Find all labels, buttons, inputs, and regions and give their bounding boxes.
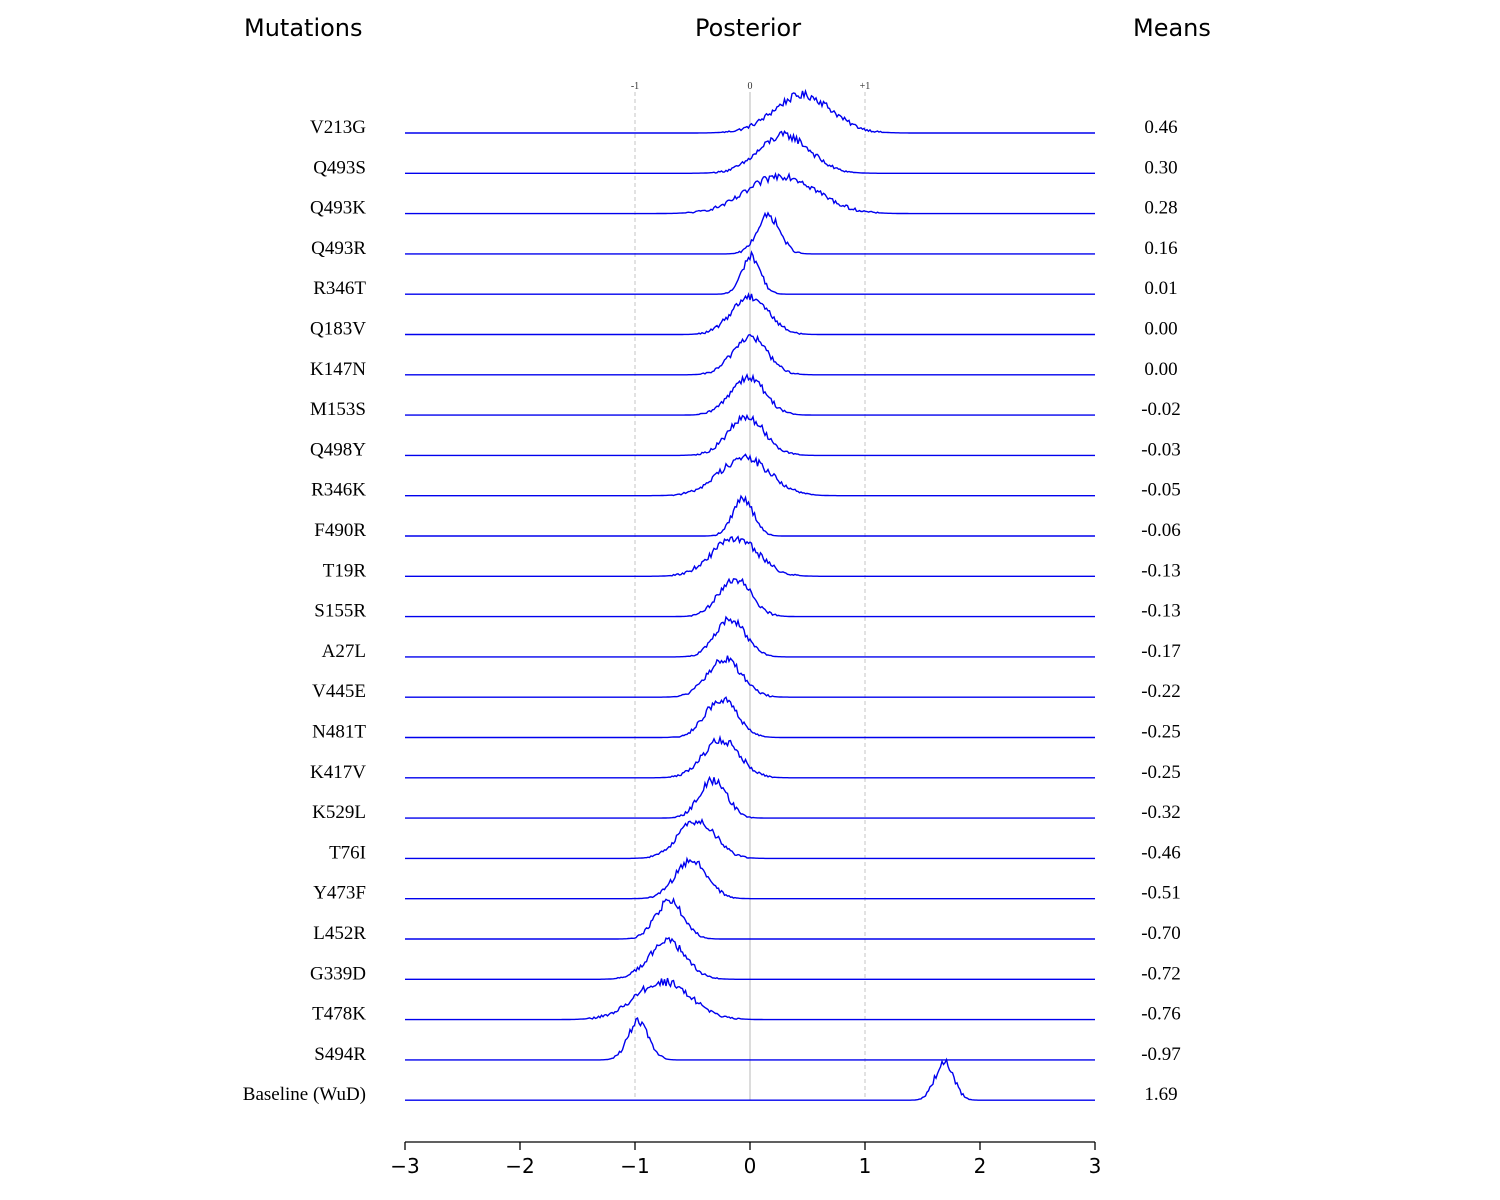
posterior-curve-24 [405,1057,1095,1101]
x-tick-label-0: −3 [390,1154,419,1178]
mean-value-2: 0.28 [1144,198,1177,219]
mutation-label-10: F490R [314,520,366,541]
mean-value-22: -0.76 [1141,1004,1181,1025]
mutation-label-7: M153S [310,399,366,420]
mutations-column-header: Mutations [244,14,363,42]
posterior-curve-20 [405,896,1095,940]
mutation-label-19: Y473F [313,883,366,904]
mutation-label-17: K529L [312,802,366,823]
mutation-label-12: S155R [314,601,366,622]
posterior-curve-13 [405,615,1095,658]
mutation-label-11: T19R [323,560,367,581]
mean-value-24: 1.69 [1144,1084,1177,1105]
mutation-label-20: L452R [313,923,366,944]
posterior-curve-23 [405,1017,1095,1061]
mean-value-16: -0.25 [1141,762,1181,783]
mutation-label-16: K417V [310,762,366,783]
mutation-label-23: S494R [314,1044,366,1065]
mutation-label-8: Q498Y [310,439,366,460]
mean-value-8: -0.03 [1141,439,1181,460]
x-tick-label-2: −1 [620,1154,649,1178]
mutation-label-14: V445E [312,681,366,702]
mean-value-23: -0.97 [1141,1044,1181,1065]
posterior-curve-17 [405,775,1095,819]
mean-value-13: -0.17 [1141,641,1181,662]
x-tick-label-5: 2 [974,1154,987,1178]
posterior-curve-22 [405,977,1095,1021]
mutation-label-0: V213G [310,117,366,138]
x-tick-label-6: 3 [1089,1154,1102,1178]
posterior-curve-11 [405,535,1095,577]
mutation-label-6: K147N [310,359,366,380]
posterior-curve-18 [405,817,1095,860]
posterior-curve-3 [405,211,1095,255]
x-tick-label-3: 0 [744,1154,757,1178]
mean-value-19: -0.51 [1141,883,1181,904]
mutation-label-21: G339D [310,963,366,984]
posterior-curve-10 [405,494,1095,537]
posterior-curve-16 [405,734,1095,779]
reference-line-label-0: -1 [631,81,639,92]
reference-line-label-1: 0 [748,81,753,92]
mean-value-17: -0.32 [1141,802,1181,823]
mean-value-20: -0.70 [1141,923,1181,944]
x-tick-label-4: 1 [859,1154,872,1178]
mutation-label-22: T478K [312,1004,366,1025]
posterior-curve-0 [405,88,1095,134]
posterior-column-header: Posterior [695,14,802,42]
mutation-label-4: R346T [313,278,366,299]
mean-value-21: -0.72 [1141,963,1181,984]
mutation-label-1: Q493S [313,157,366,178]
posterior-curve-15 [405,696,1095,739]
posterior-curve-21 [405,936,1095,980]
posterior-curve-5 [405,292,1095,336]
posterior-curve-1 [405,130,1095,174]
reference-line-label-2: +1 [860,81,871,92]
mean-value-1: 0.30 [1144,157,1177,178]
mean-value-5: 0.00 [1144,319,1177,340]
mutation-label-5: Q183V [310,319,366,340]
mean-value-14: -0.22 [1141,681,1181,702]
means-column-header: Means [1133,14,1211,42]
mean-value-9: -0.05 [1141,480,1181,501]
posterior-curve-6 [405,333,1095,376]
mutation-label-15: N481T [312,722,366,743]
posterior-curve-2 [405,171,1095,215]
x-tick-label-1: −2 [505,1154,534,1178]
mean-value-3: 0.16 [1144,238,1177,259]
mean-value-0: 0.46 [1144,117,1177,138]
posterior-curve-7 [405,372,1095,416]
mean-value-18: -0.46 [1141,842,1181,863]
mutation-label-2: Q493K [310,198,366,219]
posterior-curve-19 [405,856,1095,900]
posterior-curve-14 [405,655,1095,698]
mean-value-11: -0.13 [1141,560,1181,581]
mean-value-6: 0.00 [1144,359,1177,380]
mean-value-12: -0.13 [1141,601,1181,622]
posterior-curve-8 [405,413,1095,457]
mutation-label-24: Baseline (WuD) [243,1084,366,1105]
mean-value-4: 0.01 [1144,278,1177,299]
mean-value-15: -0.25 [1141,722,1181,743]
mutation-label-18: T76I [329,842,366,863]
posterior-curve-12 [405,577,1095,618]
mutation-label-3: Q493R [311,238,366,259]
mean-value-7: -0.02 [1141,399,1181,420]
mean-value-10: -0.06 [1141,520,1181,541]
mutation-label-13: A27L [322,641,366,662]
posterior-curve-4 [405,250,1095,295]
mutation-label-9: R346K [311,480,366,501]
posterior-curve-9 [405,453,1095,497]
